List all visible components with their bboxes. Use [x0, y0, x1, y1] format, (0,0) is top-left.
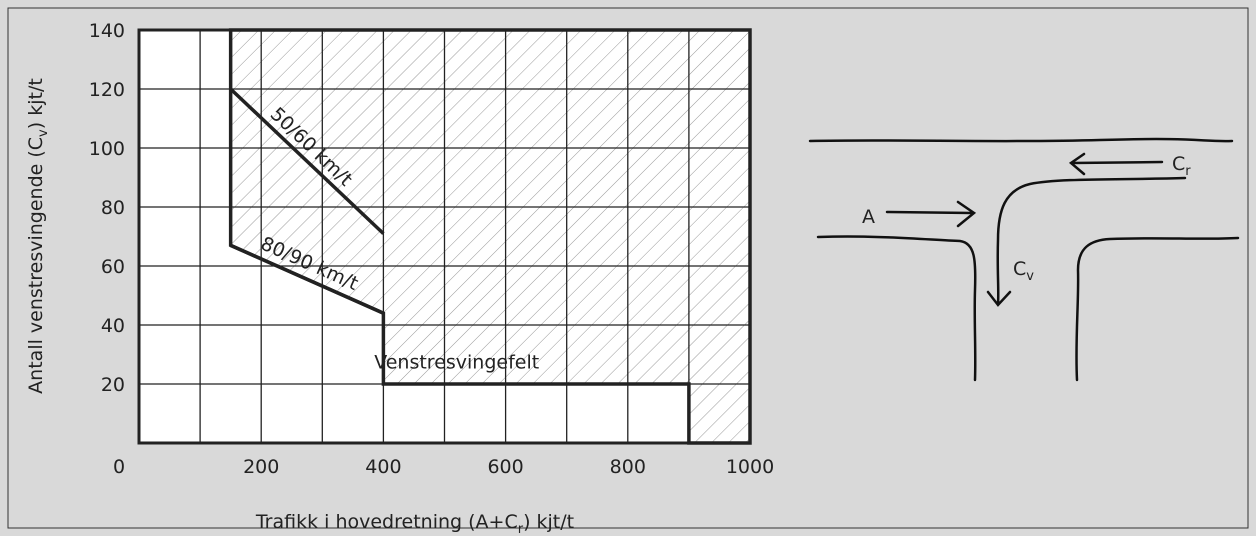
x-tick-label: 400	[365, 456, 401, 478]
x-tick-label: 0	[113, 456, 125, 478]
x-tick-label: 800	[610, 456, 646, 478]
road-edge	[816, 235, 977, 382]
label-cv: Cv	[1013, 258, 1034, 284]
region	[230, 30, 750, 443]
arrow-cv	[986, 176, 1187, 307]
road-edge	[1075, 236, 1240, 382]
x-tick-label: 600	[487, 456, 523, 478]
y-tick-label: 40	[101, 315, 125, 337]
y-tick-label: 100	[89, 138, 125, 160]
label-a: A	[862, 206, 875, 228]
road-diagram	[808, 137, 1240, 382]
arrow-a	[885, 200, 977, 228]
y-tick-label: 60	[101, 256, 125, 278]
chart: Venstresvingefelt 20 40 60 80 100 120 140 0 200 40…	[89, 20, 774, 478]
y-tick-label: 120	[89, 79, 125, 101]
series-line	[229, 87, 385, 235]
x-axis-label: Trafikk i hovedretning (A+Cr) kjt/t	[255, 511, 574, 536]
region-label: Venstresvingefelt	[374, 352, 539, 374]
series-line	[229, 243, 385, 315]
road-edge	[808, 137, 1234, 143]
y-axis-label: Antall venstresvingende (Cv) kjt/t	[25, 78, 51, 394]
y-tick-label: 20	[101, 374, 125, 396]
y-tick-label: 140	[89, 20, 125, 42]
arrow-cr	[1068, 152, 1164, 176]
label-cr: Cr	[1172, 153, 1191, 179]
y-tick-label: 80	[101, 197, 125, 219]
x-tick-label: 200	[243, 456, 279, 478]
x-tick-label: 1000	[726, 456, 774, 478]
